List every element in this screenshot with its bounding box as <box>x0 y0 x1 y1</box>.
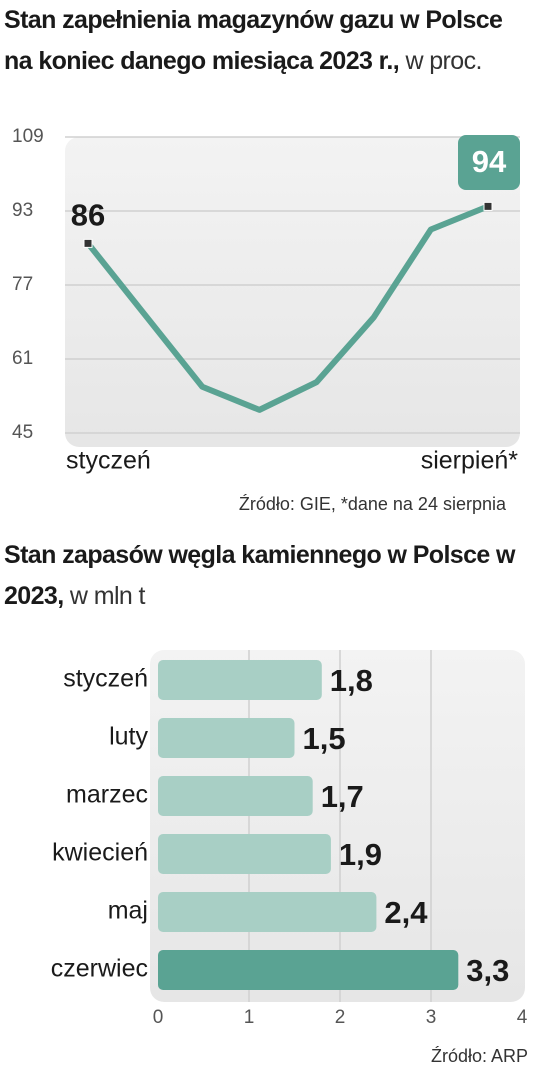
x-tick-label: 1 <box>244 1007 255 1028</box>
line-chart: 45 61 77 93 109 styczeń sierpień* 86 94 Źródło: G… <box>12 126 520 514</box>
data-label: 3,3 <box>466 953 509 988</box>
data-label: 94 <box>472 144 507 179</box>
bar <box>158 950 459 990</box>
y-tick-label: luty <box>109 723 148 751</box>
data-label: 1,5 <box>303 721 346 756</box>
plot-area <box>65 137 520 447</box>
data-label: 2,4 <box>384 895 428 930</box>
y-tick-label: 45 <box>12 422 33 443</box>
bar <box>158 834 331 874</box>
data-label: 86 <box>71 198 105 233</box>
bar <box>158 776 313 816</box>
data-label: 1,9 <box>339 837 382 872</box>
data-line <box>85 203 490 413</box>
x-tick-label: sierpień* <box>421 447 519 475</box>
y-tick-label: 61 <box>12 348 33 369</box>
bar <box>158 892 377 932</box>
x-tick-label: 0 <box>153 1007 164 1028</box>
x-tick-label: styczeń <box>66 447 151 475</box>
data-label: 1,8 <box>330 663 373 698</box>
y-tick-label: 109 <box>12 126 44 147</box>
data-label: 1,7 <box>321 779 364 814</box>
source: Źródło: ARP <box>431 1046 528 1066</box>
chart-title: Stan zapasów węgla kamiennego w Polsce w… <box>4 541 515 610</box>
x-tick-label: 4 <box>517 1007 528 1028</box>
bar <box>158 660 322 700</box>
y-tick-label: kwiecień <box>52 839 148 867</box>
source: Źródło: GIE, *dane na 24 sierpnia <box>239 494 507 514</box>
y-tick-label: czerwiec <box>51 955 148 983</box>
chart-title: Stan zapełnienia magazynów gazu w Polsce… <box>4 6 503 75</box>
plot-area <box>150 650 525 1002</box>
x-tick-label: 3 <box>426 1007 437 1028</box>
y-tick-label: maj <box>108 897 148 925</box>
x-tick-label: 2 <box>335 1007 346 1028</box>
y-tick-label: 77 <box>12 274 33 295</box>
y-tick-label: styczeń <box>63 665 148 693</box>
unit: w mln t <box>69 582 146 610</box>
label-box <box>458 135 520 190</box>
title-block: Stan zapasów węgla kamiennego w Polsce w… <box>4 535 532 617</box>
title-block: Stan zapełnienia magazynów gazu w Polsce… <box>4 0 532 82</box>
marker <box>83 238 93 248</box>
unit: w proc. <box>405 47 482 75</box>
marker <box>483 201 493 211</box>
bar <box>158 718 295 758</box>
y-tick-label: marzec <box>66 781 148 809</box>
bar-chart: 0 1 2 3 4 styczeń 1,8 luty 1,5 marzec 1,7 kwiecień 1… <box>51 650 528 1066</box>
y-tick-label: 93 <box>12 200 33 221</box>
